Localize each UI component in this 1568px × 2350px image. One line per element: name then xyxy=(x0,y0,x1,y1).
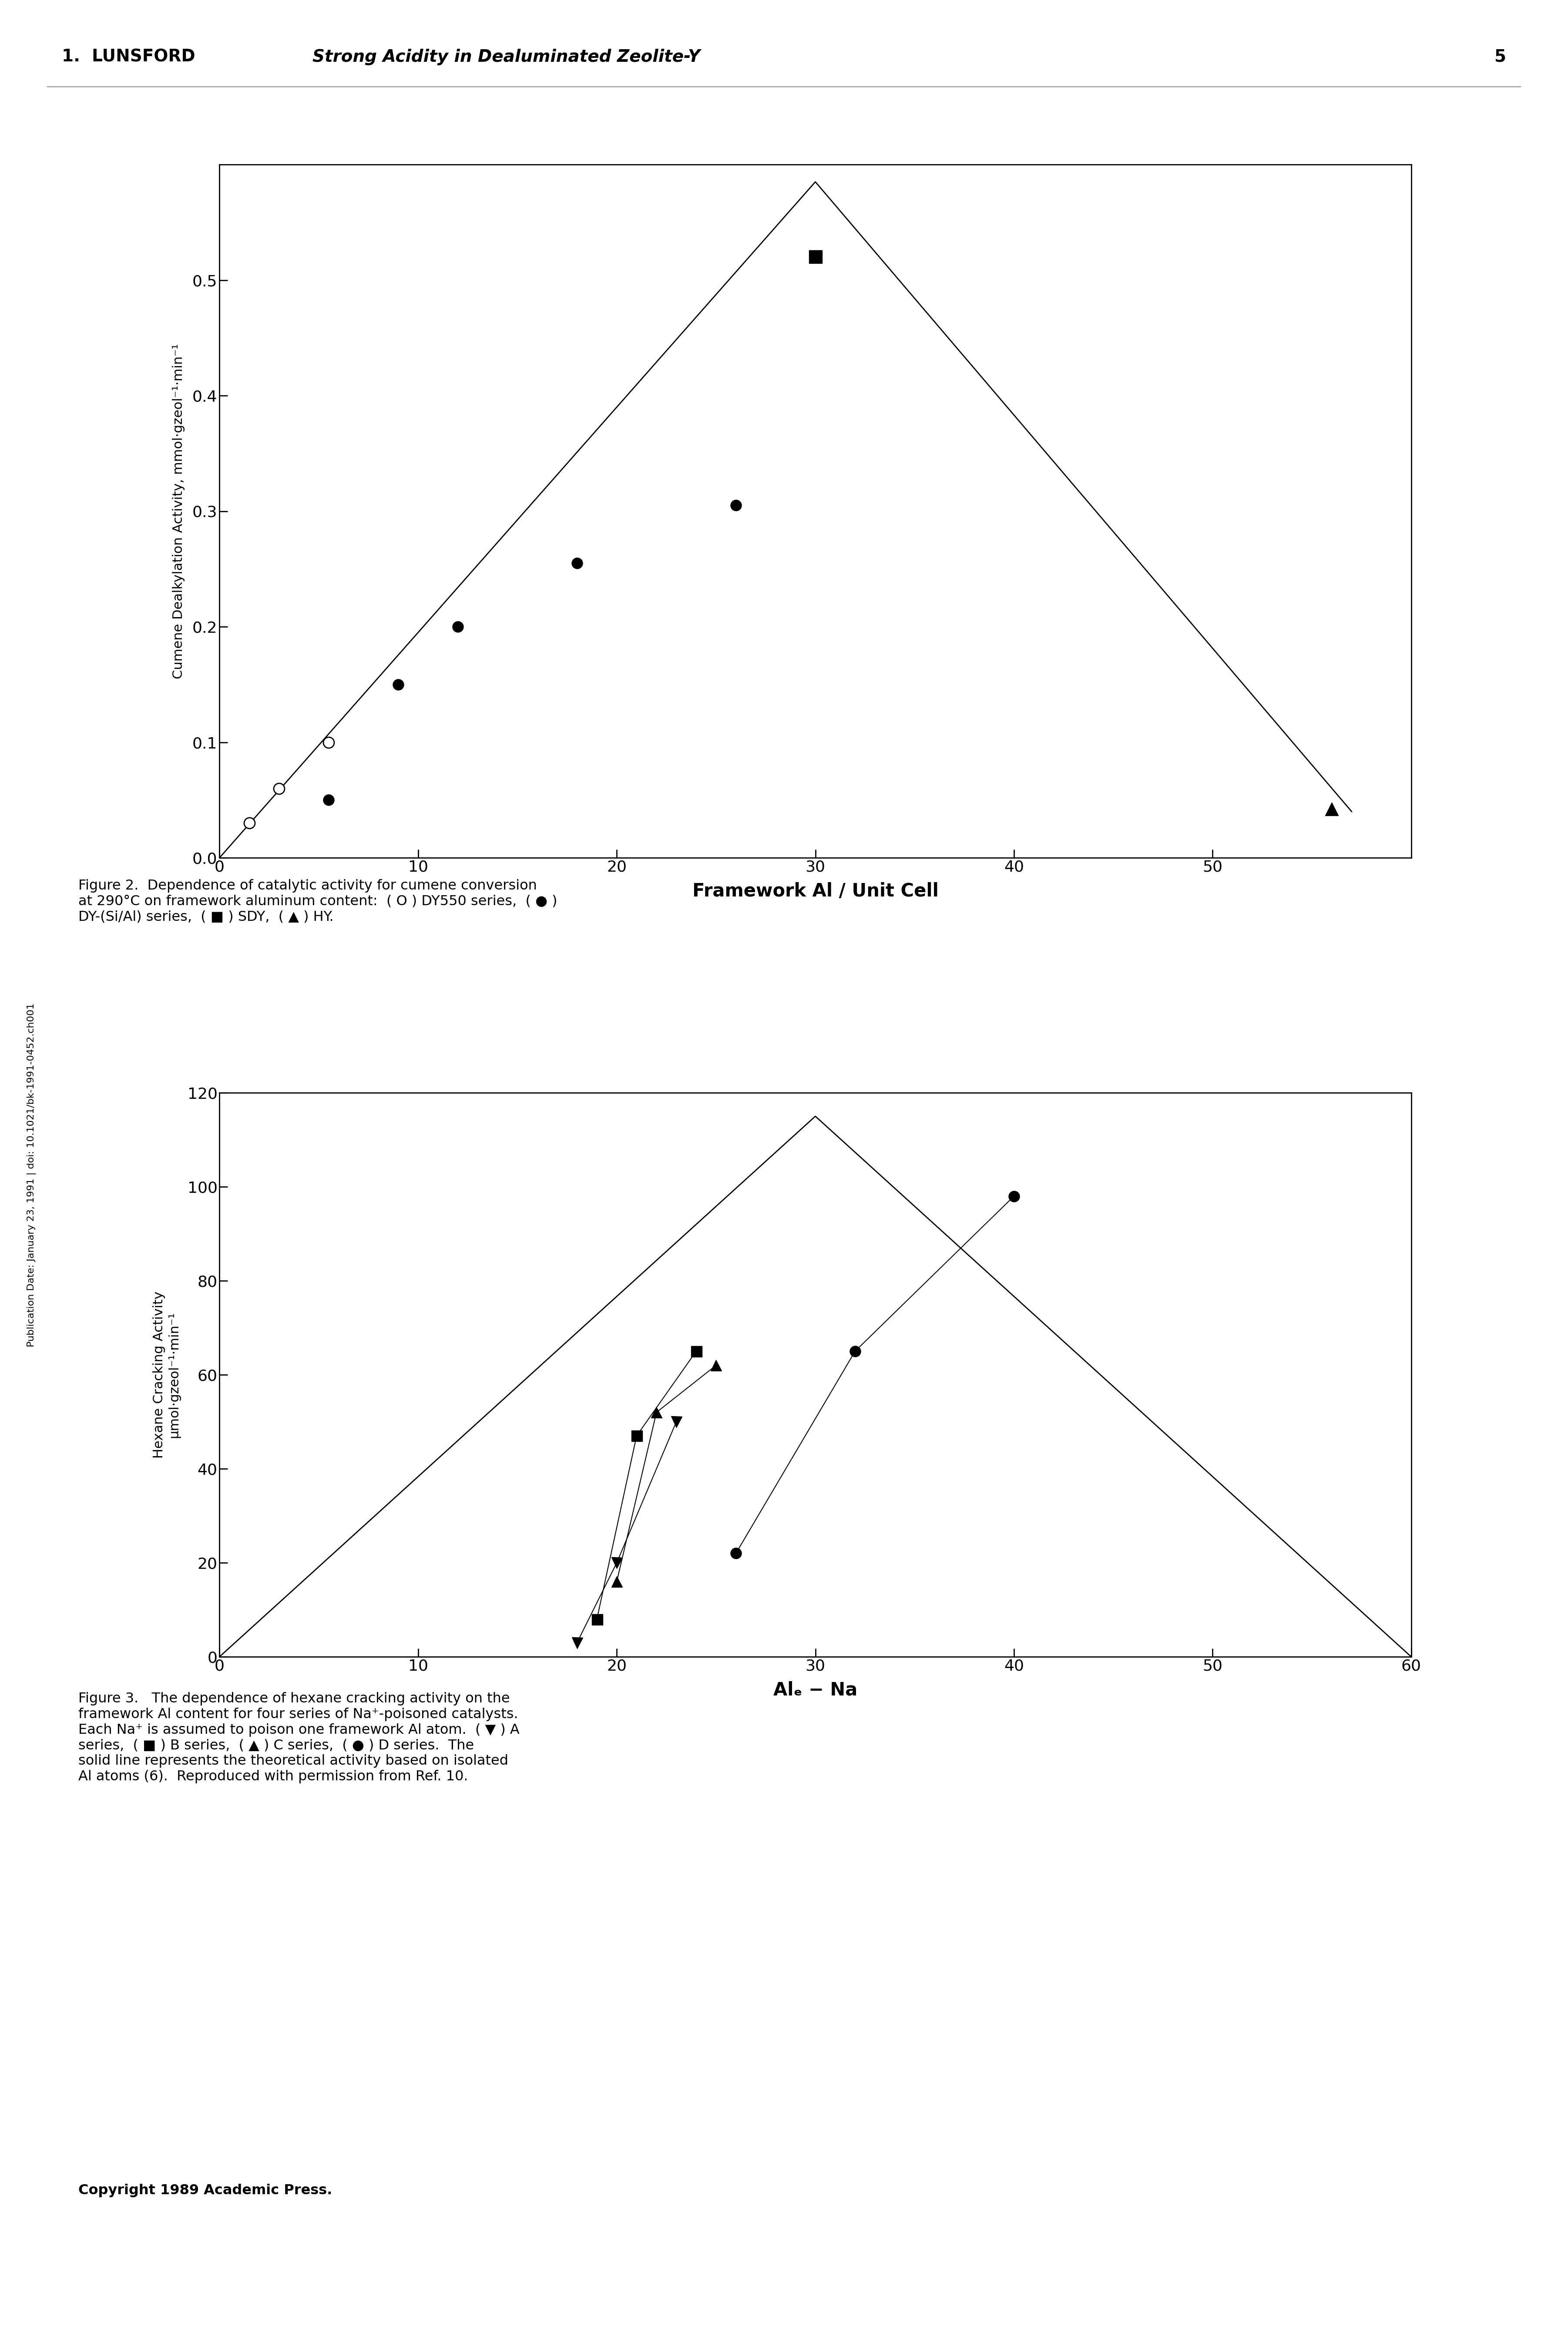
Y-axis label: Hexane Cracking Activity
μmol·gzeol⁻¹·min⁻¹: Hexane Cracking Activity μmol·gzeol⁻¹·mi… xyxy=(152,1290,180,1459)
X-axis label: Alₑ − Na: Alₑ − Na xyxy=(773,1680,858,1699)
Text: Copyright 1989 Academic Press.: Copyright 1989 Academic Press. xyxy=(78,2183,332,2197)
Text: 1.  LUNSFORD: 1. LUNSFORD xyxy=(61,49,196,66)
Y-axis label: Cumene Dealkylation Activity, mmol·gzeol⁻¹·min⁻¹: Cumene Dealkylation Activity, mmol·gzeol… xyxy=(172,343,185,679)
Text: Figure 3.   The dependence of hexane cracking activity on the
framework Al conte: Figure 3. The dependence of hexane crack… xyxy=(78,1692,519,1784)
Text: Publication Date: January 23, 1991 | doi: 10.1021/bk-1991-0452.ch001: Publication Date: January 23, 1991 | doi… xyxy=(27,1003,36,1347)
Text: 5: 5 xyxy=(1494,49,1507,66)
Text: Figure 2.  Dependence of catalytic activity for cumene conversion
at 290°C on fr: Figure 2. Dependence of catalytic activi… xyxy=(78,879,557,924)
X-axis label: Framework Al / Unit Cell: Framework Al / Unit Cell xyxy=(691,881,939,900)
Text: Strong Acidity in Dealuminated Zeolite-Y: Strong Acidity in Dealuminated Zeolite-Y xyxy=(312,49,699,66)
